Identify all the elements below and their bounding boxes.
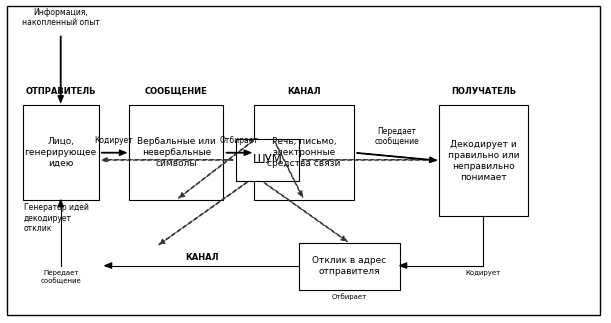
Bar [299,243,400,290]
Bar [236,139,299,181]
FancyArrowPatch shape [101,150,126,155]
FancyArrowPatch shape [263,182,347,242]
Text: Информация,
накопленный опыт: Информация, накопленный опыт [22,8,100,27]
Text: Отбирает: Отбирает [219,136,258,145]
Text: ШУМ: ШУМ [252,153,282,166]
Text: Кодирует: Кодирует [95,136,133,145]
Text: Кодирует: Кодирует [466,270,501,276]
FancyArrowPatch shape [159,182,247,245]
Text: КАНАЛ: КАНАЛ [287,87,321,96]
Bar [254,106,354,200]
Bar [439,106,527,216]
FancyArrowPatch shape [274,141,302,197]
FancyArrowPatch shape [105,263,112,268]
FancyArrowPatch shape [357,152,436,162]
Text: Речь, письмо,
электронные
средства связи: Речь, письмо, электронные средства связи [267,137,341,168]
Text: СООБЩЕНИЕ: СООБЩЕНИЕ [145,87,208,96]
FancyArrowPatch shape [400,263,407,268]
FancyArrowPatch shape [58,36,64,103]
Bar [23,106,99,200]
Text: Генератор идей
декодирует
отклик: Генератор идей декодирует отклик [24,203,89,233]
Text: ПОЛУЧАТЕЛЬ: ПОЛУЧАТЕЛЬ [451,87,516,96]
Bar [129,106,224,200]
Text: Лицо,
генерирующее
идею: Лицо, генерирующее идею [24,137,97,168]
Text: Декодирует и
правильно или
неправильно
понимает: Декодирует и правильно или неправильно п… [448,140,519,182]
Text: Отбирает: Отбирает [332,293,367,300]
Text: Передает
сообщение: Передает сообщение [375,127,419,146]
Text: Вербальные или
невербальные
символы: Вербальные или невербальные символы [137,137,216,168]
FancyArrowPatch shape [178,141,254,198]
Text: Передает
сообщение: Передает сообщение [40,270,81,284]
FancyArrowPatch shape [101,158,233,162]
FancyArrowPatch shape [302,158,436,162]
FancyArrowPatch shape [58,200,64,207]
FancyArrowPatch shape [226,150,251,155]
Text: ОТПРАВИТЕЛЬ: ОТПРАВИТЕЛЬ [26,87,96,96]
Text: КАНАЛ: КАНАЛ [185,253,219,262]
Text: Отклик в адрес
отправителя: Отклик в адрес отправителя [312,256,387,276]
